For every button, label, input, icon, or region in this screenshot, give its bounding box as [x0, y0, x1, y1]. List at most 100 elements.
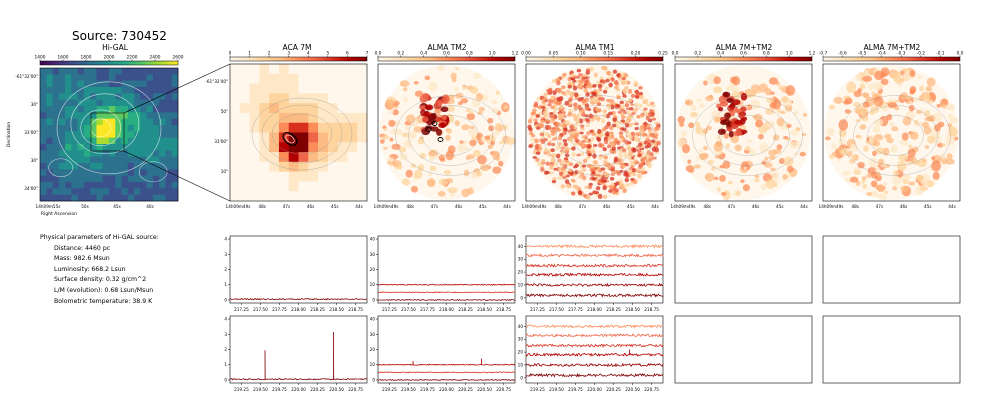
- map-blob: [901, 68, 908, 73]
- map-blob: [721, 191, 727, 196]
- aca-pixel: [308, 132, 319, 143]
- map-blob: [919, 185, 928, 192]
- map-blob: [776, 108, 782, 114]
- aca-pixel: [327, 93, 338, 104]
- higal-pixel: [121, 150, 129, 157]
- aca-pixel: [308, 122, 319, 133]
- map-blob: [897, 83, 902, 87]
- map-blob: [469, 86, 479, 94]
- map-blob: [495, 90, 500, 96]
- higal-pixel: [77, 131, 85, 138]
- higal-pixel: [140, 93, 147, 100]
- map-blob: [469, 125, 475, 130]
- map-blob: [609, 73, 614, 77]
- map-blob: [560, 146, 565, 150]
- map-blob: [768, 155, 776, 160]
- map-blob: [861, 176, 867, 181]
- higal-pixel: [102, 99, 110, 107]
- map-blob: [863, 145, 869, 152]
- map-blob: [621, 76, 626, 81]
- map-blob: [413, 126, 424, 133]
- higal-pixel: [159, 156, 166, 164]
- map-blob: [546, 125, 552, 130]
- higal-pixel: [165, 112, 173, 119]
- map-blob: [713, 141, 723, 152]
- map-blob: [714, 155, 720, 159]
- map-blob: [555, 101, 561, 106]
- map-source-blob: [719, 101, 729, 107]
- map-blob: [873, 134, 884, 141]
- higal-pixel: [96, 131, 104, 138]
- aca-pixel: [239, 171, 250, 182]
- spectrum-ytick-label: 20: [518, 350, 524, 355]
- spectrum-xtick-label: 219.50: [253, 387, 268, 392]
- map-blob: [933, 112, 943, 123]
- map-blob: [428, 81, 438, 92]
- map-blob: [780, 111, 786, 115]
- aca-pixel: [327, 73, 338, 84]
- map-xtick-label: 48s: [851, 204, 859, 209]
- higal-pixel: [171, 93, 179, 100]
- higal-pixel: [83, 194, 91, 202]
- map-blob: [757, 126, 768, 134]
- higal-pixel: [171, 182, 179, 189]
- map-blob: [563, 127, 568, 132]
- map-blob: [413, 81, 419, 85]
- spectrum-xtick-label: 219.25: [382, 387, 397, 392]
- aca-xtick-label: 14h09m49s: [226, 204, 251, 209]
- map-blob: [535, 114, 540, 118]
- higal-pixel: [90, 144, 97, 151]
- higal-pixel: [52, 131, 60, 138]
- map-blob: [937, 121, 945, 128]
- aca-pixel: [308, 191, 319, 202]
- map-blob: [595, 186, 601, 191]
- map-blob: [397, 164, 403, 170]
- map-blob: [589, 129, 594, 134]
- map-blob: [743, 166, 748, 170]
- map-blob: [628, 135, 633, 141]
- higal-pixel: [77, 194, 85, 202]
- aca-pixel: [337, 73, 348, 84]
- map-blob: [403, 97, 409, 102]
- higal-pixel: [127, 182, 135, 189]
- page-title: Source: 730452: [72, 29, 167, 43]
- map-blob: [567, 84, 572, 89]
- higal-pixel: [171, 156, 179, 164]
- higal-pixel: [46, 112, 53, 119]
- map-source-blob: [419, 105, 427, 110]
- higal-pixel: [83, 112, 91, 119]
- map-blob: [703, 80, 708, 86]
- spectrum-xtick-label: 219.75: [420, 387, 435, 392]
- map-blob: [562, 139, 568, 143]
- higal-pixel: [165, 74, 173, 81]
- higal-pixel: [140, 137, 147, 145]
- aca-pixel: [249, 64, 260, 75]
- higal-pixel: [58, 144, 66, 151]
- map-blob: [859, 84, 866, 90]
- higal-pixel: [109, 156, 116, 164]
- map-blob: [715, 164, 721, 170]
- map-blob: [629, 154, 634, 158]
- map-blob: [901, 132, 909, 141]
- map-blob: [623, 153, 628, 158]
- higal-pixel: [159, 182, 166, 189]
- map-blob: [769, 102, 777, 109]
- zoom-line-bottom: [123, 150, 231, 202]
- higal-pixel: [58, 68, 66, 75]
- aca-ytick-label: -61°32'40": [205, 79, 228, 84]
- map-blob: [754, 174, 760, 179]
- aca-pixel: [347, 181, 358, 192]
- higal-pixel: [121, 68, 129, 75]
- map-blob: [492, 166, 502, 174]
- map-blob: [890, 145, 898, 153]
- higal-pixel: [83, 150, 91, 157]
- map-blob: [828, 104, 836, 110]
- spectrum-xtick-label: 220.00: [439, 387, 454, 392]
- map-blob: [567, 98, 573, 103]
- map-blob: [449, 192, 455, 197]
- aca-pixel: [327, 64, 338, 75]
- spectrum-line: [229, 298, 368, 301]
- colorbar-higal-tick-label: 2200: [127, 55, 138, 61]
- higal-pixel: [83, 87, 91, 94]
- higal-pixel: [109, 93, 116, 100]
